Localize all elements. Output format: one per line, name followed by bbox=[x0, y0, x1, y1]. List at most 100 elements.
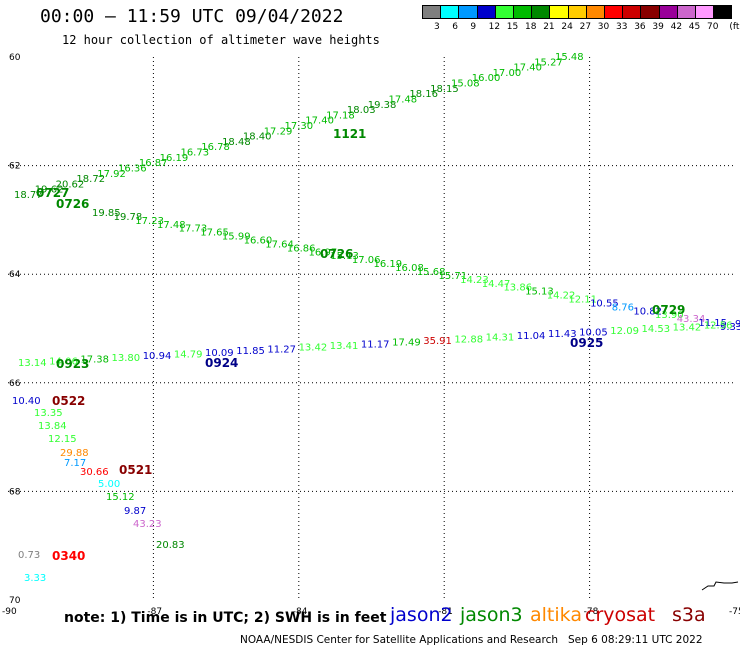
wave-height-label: 18.03 bbox=[347, 105, 376, 116]
axis-labels: -90 -87 -84 -81 -78 -75 60 62 64 66 68 70 bbox=[2, 53, 740, 617]
lon-tick-label: -90 bbox=[2, 607, 17, 617]
satellite-jason3: jason3 bbox=[460, 604, 523, 626]
wave-height-label: 43.23 bbox=[133, 519, 162, 530]
wave-height-label: 17.18 bbox=[326, 110, 355, 121]
wave-height-label: 18.15 bbox=[430, 84, 459, 95]
lon-tick-label: -84 bbox=[293, 607, 308, 617]
scale-label: 6 bbox=[452, 22, 458, 32]
wave-height-label: 16.60 bbox=[244, 236, 273, 247]
wave-height-label: 13.84 bbox=[38, 421, 67, 432]
lon-tick-label: -75 bbox=[729, 607, 740, 617]
pass-time-label: 0340 bbox=[52, 549, 85, 563]
wave-height-label: 14.53 bbox=[641, 324, 670, 335]
wave-height-label: 17.49 bbox=[392, 338, 421, 349]
wave-height-label: 14.22 bbox=[547, 291, 576, 302]
lat-tick-label: 60 bbox=[9, 53, 21, 63]
wave-height-label: 43.34 bbox=[677, 314, 706, 325]
wave-height-label: 13.42 bbox=[673, 322, 702, 333]
wave-height-label: 17.64 bbox=[265, 239, 294, 250]
scale-label: 45 bbox=[688, 22, 701, 32]
altimeter-observations: 18.7719.6220.6218.7217.9216.3616.8716.19… bbox=[12, 52, 740, 584]
wave-height-label: 17.40 bbox=[513, 63, 542, 74]
pass-time-label: 1121 bbox=[333, 127, 366, 141]
wave-height-label: 16.08 bbox=[395, 263, 424, 274]
scale-label: 30 bbox=[597, 22, 610, 32]
wave-height-label: 12.11 bbox=[568, 294, 597, 305]
wave-height-label: 17.23 bbox=[135, 216, 164, 227]
wave-height-label: 17.06 bbox=[352, 255, 381, 266]
scale-label: 36 bbox=[634, 22, 646, 32]
wave-height-label: 11.17 bbox=[361, 339, 390, 350]
wave-height-label: 11.27 bbox=[267, 344, 296, 355]
wave-height-label: 11.15 bbox=[698, 318, 727, 329]
scale-swatch bbox=[713, 5, 733, 19]
lat-tick-label: 62 bbox=[9, 162, 20, 172]
wave-height-label: 10.09 bbox=[205, 348, 234, 359]
satellite-jason2: jason2 bbox=[390, 604, 453, 626]
pass-time-label: 0726 bbox=[320, 247, 353, 261]
wave-height-label: 19.85 bbox=[92, 208, 121, 219]
wave-height-label: 17.92 bbox=[97, 169, 126, 180]
timestamp: Sep 6 08:29:11 UTC 2022 bbox=[568, 634, 703, 646]
wave-height-label: 17.48 bbox=[157, 220, 186, 231]
wave-height-label: 12.09 bbox=[610, 326, 639, 337]
wave-height-label: 16.19 bbox=[160, 153, 189, 164]
wave-height-label: 15.48 bbox=[555, 52, 584, 63]
wave-height-label: 17.65 bbox=[200, 228, 229, 239]
wave-height-label: 16.78 bbox=[201, 142, 230, 153]
credit-text: NOAA/NESDIS Center for Satellite Applica… bbox=[240, 634, 558, 646]
wave-height-label: 14.23 bbox=[460, 275, 489, 286]
wave-height-label: 35.91 bbox=[423, 336, 452, 347]
wave-height-label: 18.40 bbox=[243, 132, 272, 143]
lat-tick-label: 70 bbox=[9, 596, 21, 606]
wave-height-label: 16.87 bbox=[139, 158, 168, 169]
wave-height-label: 10.55 bbox=[590, 298, 619, 309]
wave-height-label: 16.00 bbox=[472, 73, 501, 84]
wave-height-label: 16.36 bbox=[118, 163, 147, 174]
scale-unit: (ft) bbox=[729, 22, 740, 32]
satellite-s3a: s3a bbox=[672, 604, 706, 626]
wave-height-label: 10.40 bbox=[12, 396, 41, 407]
lat-lon-grid bbox=[8, 57, 735, 600]
lat-tick-label: 68 bbox=[9, 487, 21, 497]
wave-height-label: 9.33 bbox=[720, 322, 740, 333]
wave-height-label: 17.00 bbox=[493, 68, 522, 79]
pass-time-label: 0521 bbox=[119, 463, 152, 477]
wave-height-label: 15.13 bbox=[330, 251, 359, 262]
scale-label: 39 bbox=[652, 22, 664, 32]
lon-tick-label: -87 bbox=[147, 607, 162, 617]
wave-height-label: 16.86 bbox=[287, 243, 316, 254]
scale-label: 9 bbox=[470, 22, 477, 32]
wave-height-label: 19.38 bbox=[368, 100, 397, 111]
wave-height-label: 14.47 bbox=[482, 279, 511, 290]
scale-label: 12 bbox=[488, 22, 501, 32]
wave-height-label: 15.08 bbox=[451, 79, 480, 90]
scale-label: 18 bbox=[525, 22, 537, 32]
wave-height-label: 13.42 bbox=[299, 343, 328, 354]
wave-height-label: 16.97 bbox=[309, 247, 338, 258]
scale-label: 33 bbox=[616, 22, 628, 32]
wave-height-label: 0.73 bbox=[18, 550, 40, 561]
wave-height-label: 5.00 bbox=[98, 479, 120, 490]
wave-height-label: 15.12 bbox=[106, 492, 135, 503]
lat-tick-label: 66 bbox=[9, 379, 21, 389]
wave-height-label: 13.14 bbox=[18, 358, 47, 369]
satellite-altika: altika bbox=[530, 604, 582, 626]
wave-height-label: 13.86 bbox=[503, 283, 532, 294]
wave-height-label: 19.62 bbox=[35, 185, 64, 196]
wave-height-label: 17.30 bbox=[285, 121, 314, 132]
pass-time-label: 0924 bbox=[205, 356, 238, 370]
wave-height-label: 3.33 bbox=[24, 573, 46, 584]
wave-height-label: 11.04 bbox=[517, 331, 546, 342]
pass-time-label: 0925 bbox=[570, 336, 603, 350]
page-title: 00:00 – 11:59 UTC 09/04/2022 bbox=[40, 6, 344, 27]
wave-height-label: 17.48 bbox=[389, 94, 418, 105]
wave-height-label: 19.78 bbox=[114, 212, 143, 223]
wave-height-label: 20.83 bbox=[156, 540, 185, 551]
pass-time-label: 0726 bbox=[56, 197, 89, 211]
wave-height-label: 14.31 bbox=[486, 333, 515, 344]
wave-height-label: 18.48 bbox=[222, 137, 251, 148]
lon-tick-label: -81 bbox=[438, 607, 453, 617]
scale-label: 3 bbox=[434, 22, 440, 32]
